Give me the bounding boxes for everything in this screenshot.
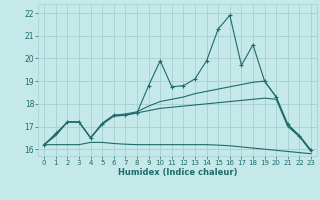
X-axis label: Humidex (Indice chaleur): Humidex (Indice chaleur)	[118, 168, 237, 177]
